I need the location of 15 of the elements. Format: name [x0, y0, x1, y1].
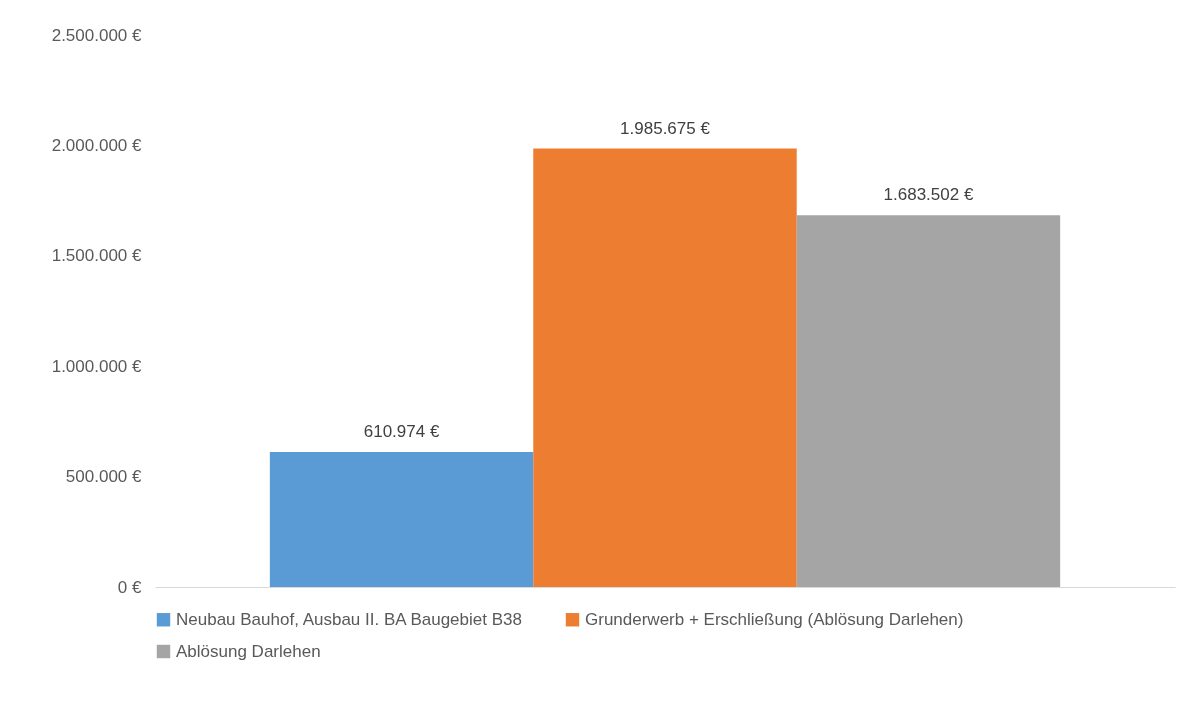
legend-label: Ablösung Darlehen [176, 641, 321, 661]
bar [533, 148, 797, 587]
data-label: 610.974 € [363, 422, 440, 442]
legend-label: Neubau Bauhof, Ausbau II. BA Baugebiet B38 [176, 609, 522, 629]
y-tick-label: 500.000 € [65, 467, 143, 487]
y-tick-label: 2.500.000 € [51, 25, 143, 45]
y-tick-label: 2.000.000 € [51, 135, 143, 155]
data-label: 1.683.502 € [883, 185, 974, 205]
bar [269, 452, 534, 587]
y-tick-label: 1.000.000 € [51, 356, 143, 376]
y-tick-label: 0 € [117, 577, 143, 597]
bar [796, 215, 1061, 587]
legend-label: Grunderwerb + Erschließung (Ablösung Darlehen) [585, 609, 964, 629]
data-label: 1.985.675 € [620, 118, 711, 138]
y-tick-label: 1.500.000 € [51, 246, 143, 266]
